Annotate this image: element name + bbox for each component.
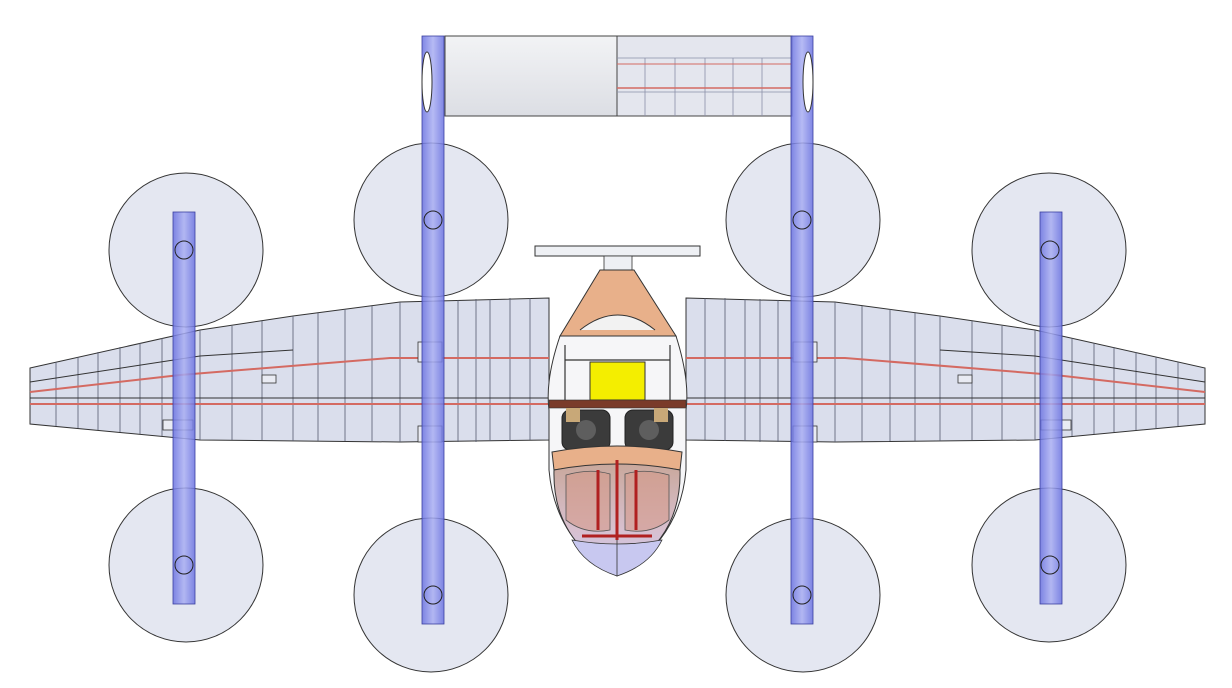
battery-pack xyxy=(589,361,646,401)
rotor-hubs xyxy=(174,210,1060,605)
tail-box xyxy=(444,35,793,117)
booms xyxy=(172,35,1063,625)
boom-outer-left xyxy=(172,211,196,605)
seats xyxy=(561,408,674,451)
tail-stabilizer xyxy=(534,245,701,257)
canopy-frame xyxy=(582,460,652,540)
boom-inner-right xyxy=(790,35,814,625)
fuselage-pod xyxy=(534,245,701,577)
boom-inner-left xyxy=(421,35,445,625)
boom-outer-right xyxy=(1039,211,1063,605)
tail-rotor-fairings xyxy=(421,51,814,113)
